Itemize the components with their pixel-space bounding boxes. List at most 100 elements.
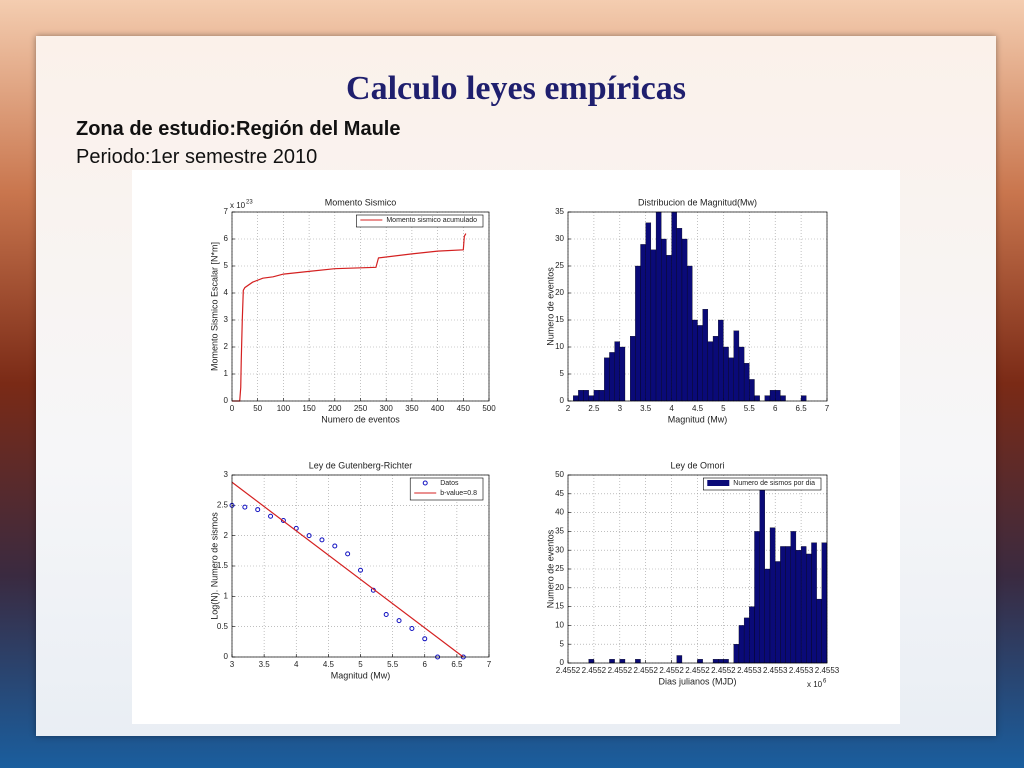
- histogram-bar: [733, 330, 740, 402]
- y-tick-label: 0: [560, 658, 565, 667]
- y-tick-label: 25: [555, 261, 564, 270]
- histogram-bar: [676, 228, 683, 402]
- y-tick-label: 10: [555, 621, 564, 630]
- x-tick-label: 3: [618, 404, 623, 413]
- histogram-bar: [759, 489, 765, 664]
- histogram-bar: [702, 309, 709, 402]
- x-offset-exponent: 6: [823, 679, 827, 685]
- histogram-bar: [769, 527, 776, 664]
- histogram-bar: [775, 561, 781, 664]
- histogram-bar: [718, 319, 724, 402]
- histogram-bar: [718, 659, 724, 664]
- x-tick-label: 350: [405, 404, 419, 413]
- histogram-bar: [780, 546, 786, 664]
- x-tick-label: 5: [358, 660, 363, 669]
- histogram-bar: [707, 341, 714, 402]
- data-point: [358, 567, 363, 573]
- x-axis-label: Dias julianos (MJD): [658, 676, 736, 686]
- legend: Momento sismico acumulado: [356, 214, 484, 228]
- x-tick-label: 2.4552: [633, 666, 658, 675]
- histogram-bar: [635, 265, 641, 402]
- x-tick-label: 150: [302, 404, 316, 413]
- histogram-bar: [821, 542, 828, 664]
- legend-swatch: [707, 480, 730, 486]
- y-tick-label: 35: [555, 527, 564, 536]
- histogram-bar: [743, 617, 750, 664]
- x-tick-label: 4.5: [692, 404, 704, 413]
- chart: 3 3.5 4 4.5 5 5.5 6 6.5 7 0 0.5 1 1.5 2 2.5 3 Ley de Gut…: [209, 460, 491, 680]
- histogram-bar: [635, 659, 641, 664]
- histogram-bar: [795, 550, 802, 664]
- y-tick-label: 50: [555, 470, 564, 479]
- x-tick-label: 2.5: [588, 404, 600, 413]
- y-tick-label: 6: [224, 234, 229, 243]
- histogram-bar: [619, 659, 626, 664]
- chart-title: Momento Sismico: [325, 197, 397, 207]
- legend-label: Numero de sismos por dia: [733, 480, 815, 487]
- slide-period: Periodo:1er semestre 2010: [76, 146, 318, 168]
- data-point: [268, 513, 274, 519]
- axes-frame: [231, 474, 490, 658]
- y-tick-label: 5: [560, 369, 565, 378]
- histogram-bar: [754, 395, 760, 402]
- x-tick-label: 2.4553: [789, 666, 814, 675]
- y-tick-label: 10: [555, 342, 564, 351]
- histogram-bar: [785, 546, 791, 664]
- y-tick-label: 25: [555, 564, 564, 573]
- histogram-bar: [630, 336, 636, 402]
- y-axis-label: Numero de eventos: [545, 529, 555, 608]
- x-tick-label: 4.5: [323, 660, 335, 669]
- histogram-bar: [738, 625, 745, 664]
- legend-label: Momento sismico acumulado: [386, 217, 477, 224]
- x-tick-label: 7: [487, 660, 492, 669]
- x-tick-label: 2: [566, 404, 571, 413]
- histogram-bar: [676, 655, 683, 664]
- x-offset-text: x 10: [807, 680, 823, 689]
- axes-frame: [567, 211, 828, 402]
- legend-box: [702, 477, 822, 491]
- y-axis-label: Momento Sismico Escalar [N*m]: [209, 242, 219, 371]
- histogram-bar: [811, 542, 817, 664]
- y-tick-label: 20: [555, 288, 564, 297]
- x-tick-label: 6.5: [796, 404, 808, 413]
- x-tick-label: 3: [230, 660, 235, 669]
- y-offset-exponent: 23: [246, 200, 253, 206]
- x-tick-label: 2.4552: [711, 666, 736, 675]
- x-tick-label: 200: [328, 404, 342, 413]
- data-point: [332, 543, 338, 549]
- y-tick-label: 2.5: [217, 500, 229, 509]
- histogram-bar: [712, 336, 719, 402]
- legend-label: Datos: [440, 480, 459, 487]
- y-tick-label: 1: [224, 369, 229, 378]
- data-line: [232, 233, 467, 402]
- y-tick-label: 7: [224, 207, 229, 216]
- x-tick-label: 50: [253, 404, 262, 413]
- y-tick-label: 35: [555, 207, 564, 216]
- legend: Numero de sismos por dia: [702, 477, 822, 491]
- x-tick-label: 4: [669, 404, 674, 413]
- histogram-bar: [780, 395, 786, 402]
- histogram-bar: [764, 395, 771, 402]
- x-tick-label: 2.4552: [582, 666, 607, 675]
- data-point: [242, 504, 248, 510]
- histogram-bar: [816, 598, 822, 664]
- chart-title: Ley de Gutenberg-Richter: [309, 460, 413, 470]
- x-tick-label: 3.5: [259, 660, 271, 669]
- y-axis-label: Numero de eventos: [545, 267, 555, 346]
- y-tick-label: 2: [224, 531, 229, 540]
- y-tick-label: 0: [560, 396, 565, 405]
- x-axis-label: Magnitud (Mw): [668, 414, 728, 424]
- axes-frame: [567, 474, 828, 664]
- y-tick-label: 3: [224, 470, 229, 479]
- x-tick-label: 5: [721, 404, 726, 413]
- x-tick-label: 2.4553: [737, 666, 762, 675]
- y-tick-label: 30: [555, 545, 564, 554]
- y-tick-label: 1: [224, 591, 229, 600]
- x-tick-label: 250: [354, 404, 368, 413]
- x-tick-label: 6: [423, 660, 428, 669]
- histogram-bar: [655, 211, 662, 402]
- histogram-bar: [806, 553, 812, 664]
- chart: 0 50 100 150 200 250 300 350 400 450 50001234567Mo…: [209, 197, 496, 424]
- histogram-bar: [645, 222, 652, 402]
